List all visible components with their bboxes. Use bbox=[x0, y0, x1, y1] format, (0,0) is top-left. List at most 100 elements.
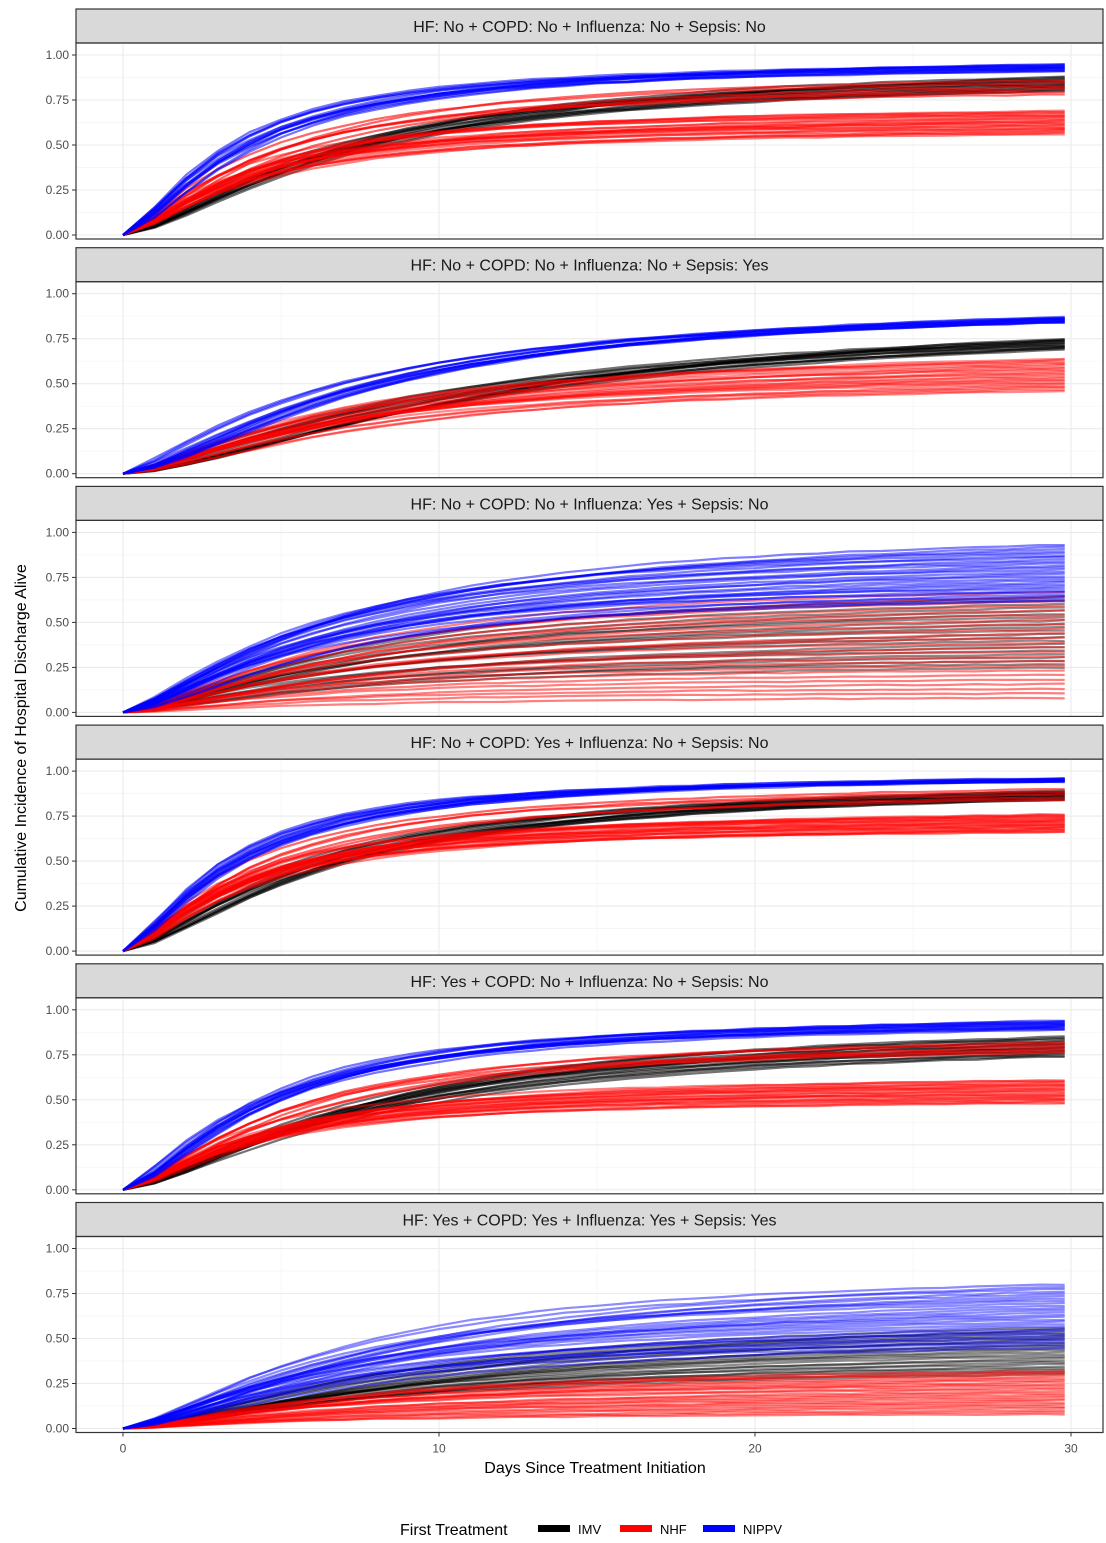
series-nhf bbox=[122, 1040, 1065, 1191]
series-line-nippv bbox=[122, 1299, 1065, 1430]
legend-entry-nippv: NIPPV bbox=[703, 1522, 782, 1537]
series-line-nhf bbox=[122, 636, 1065, 714]
series-line-nhf bbox=[122, 366, 1065, 475]
series-line-nhf bbox=[122, 390, 1065, 475]
series-line-nhf bbox=[122, 678, 1065, 714]
series-line-nhf bbox=[122, 358, 1065, 475]
grid bbox=[76, 281, 1103, 478]
facet-strip-label: HF: No + COPD: No + Influenza: No + Seps… bbox=[411, 258, 769, 275]
series-line-imv bbox=[122, 1362, 1065, 1430]
series-line-nhf bbox=[122, 787, 1065, 952]
series-line-nhf bbox=[122, 1370, 1065, 1430]
series-line-nhf bbox=[122, 363, 1065, 475]
series-line-nippv bbox=[122, 1294, 1065, 1430]
y-axis-ticks: 0.00 0.25 0.50 0.75 1.00 bbox=[46, 48, 76, 242]
series-line-imv bbox=[122, 1331, 1065, 1430]
series-line-nhf bbox=[122, 673, 1065, 714]
series-line-nippv bbox=[122, 1346, 1065, 1430]
panel-border bbox=[75, 519, 1104, 718]
y-tick-label: 1.00 bbox=[46, 287, 70, 301]
series-line-nhf bbox=[122, 87, 1065, 237]
series-line-nhf bbox=[122, 1375, 1065, 1430]
x-axis-title: Days Since Treatment Initiation bbox=[484, 1460, 705, 1477]
series-nippv bbox=[122, 1019, 1065, 1191]
series-nhf bbox=[122, 357, 1065, 475]
y-axis-ticks: 0.00 0.25 0.50 0.75 1.00 bbox=[46, 1003, 76, 1197]
x-axis-ticks: 0 10 20 30 bbox=[120, 1432, 1078, 1456]
series-line-nippv bbox=[122, 315, 1065, 475]
series-line-nippv bbox=[122, 1339, 1065, 1430]
series-line-nippv bbox=[122, 1337, 1065, 1430]
y-tick-label: 0.75 bbox=[46, 809, 70, 823]
series-line-nippv bbox=[122, 1329, 1065, 1430]
y-tick-label: 0.50 bbox=[46, 854, 70, 868]
series-line-imv bbox=[122, 1336, 1065, 1430]
series-line-nhf bbox=[122, 381, 1065, 475]
series-nhf bbox=[122, 812, 1065, 953]
series-line-nippv bbox=[122, 1334, 1065, 1430]
series-line-nippv bbox=[122, 575, 1065, 714]
y-tick-label: 0.75 bbox=[46, 1287, 70, 1301]
series-line-imv bbox=[122, 345, 1065, 475]
legend-swatch bbox=[620, 1525, 652, 1532]
y-tick-label: 0.25 bbox=[46, 183, 70, 197]
series-line-imv bbox=[122, 1359, 1065, 1430]
legend-entry-nhf: NHF bbox=[620, 1522, 687, 1537]
series-line-nippv bbox=[122, 1325, 1065, 1430]
series-line-nhf bbox=[122, 388, 1065, 475]
series-line-nhf bbox=[122, 691, 1065, 714]
panel-border bbox=[75, 997, 1104, 1195]
series-line-nippv bbox=[122, 1287, 1065, 1430]
facet-panel: HF: Yes + COPD: Yes + Influenza: Yes + S… bbox=[46, 1201, 1104, 1436]
facet-panel: HF: No + COPD: No + Influenza: No + Seps… bbox=[46, 247, 1104, 481]
series-line-nhf bbox=[122, 682, 1065, 714]
panel-border bbox=[75, 1235, 1104, 1434]
series-line-nhf bbox=[122, 1395, 1065, 1430]
facet-strip bbox=[75, 963, 1104, 999]
series-nippv bbox=[122, 543, 1065, 714]
series-line-nhf bbox=[122, 377, 1065, 475]
series-line-nippv bbox=[122, 1306, 1065, 1430]
series-line-nippv bbox=[122, 1283, 1065, 1430]
series-line-nippv bbox=[122, 1320, 1065, 1430]
series-line-nhf bbox=[122, 369, 1065, 475]
y-tick-label: 0.00 bbox=[46, 1422, 70, 1436]
series-line-nippv bbox=[122, 580, 1065, 714]
y-tick-label: 0.25 bbox=[46, 899, 70, 913]
legend-entries: IMV NHF NIPPV bbox=[538, 1522, 782, 1537]
series-line-nhf bbox=[122, 385, 1065, 475]
series-line-nhf bbox=[122, 82, 1065, 236]
facet-panel: HF: No + COPD: No + Influenza: No + Seps… bbox=[46, 8, 1104, 242]
series-line-nippv bbox=[122, 1318, 1065, 1430]
y-tick-label: 0.50 bbox=[46, 377, 70, 391]
series-line-nippv bbox=[122, 1301, 1065, 1430]
series-line-nhf bbox=[122, 357, 1065, 475]
series-line-nippv bbox=[122, 777, 1065, 953]
series-line-nippv bbox=[122, 1313, 1065, 1430]
series-line-nippv bbox=[122, 778, 1065, 952]
series-line-nippv bbox=[122, 1315, 1065, 1430]
series-line-nippv bbox=[122, 558, 1065, 714]
y-tick-label: 0.00 bbox=[46, 467, 70, 481]
series-line-nhf bbox=[122, 375, 1065, 475]
x-tick-label: 20 bbox=[748, 1442, 762, 1456]
y-axis-title: Cumulative Incidence of Hospital Dischar… bbox=[13, 564, 30, 912]
y-tick-label: 0.50 bbox=[46, 138, 70, 152]
y-tick-label: 1.00 bbox=[46, 764, 70, 778]
series-line-nhf bbox=[122, 361, 1065, 475]
y-axis-ticks: 0.00 0.25 0.50 0.75 1.00 bbox=[46, 764, 76, 958]
facet-strip bbox=[75, 485, 1104, 521]
series-nhf bbox=[122, 1370, 1065, 1430]
series-line-nippv bbox=[122, 1311, 1065, 1430]
panel-border bbox=[75, 758, 1104, 956]
y-tick-label: 1.00 bbox=[46, 1003, 70, 1017]
series-nhf bbox=[122, 787, 1065, 953]
series-line-nippv bbox=[122, 1323, 1065, 1430]
x-tick-label: 30 bbox=[1064, 1442, 1078, 1456]
series-imv bbox=[122, 338, 1065, 475]
y-axis-ticks: 0.00 0.25 0.50 0.75 1.00 bbox=[46, 1242, 76, 1436]
series-line-nhf bbox=[122, 632, 1065, 714]
series-line-imv bbox=[122, 1344, 1065, 1430]
series-line-nhf bbox=[122, 659, 1065, 714]
y-tick-label: 0.50 bbox=[46, 615, 70, 629]
